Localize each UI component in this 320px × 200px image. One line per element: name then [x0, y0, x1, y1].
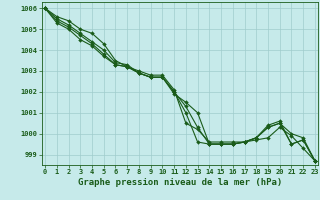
X-axis label: Graphe pression niveau de la mer (hPa): Graphe pression niveau de la mer (hPa) — [78, 178, 282, 187]
